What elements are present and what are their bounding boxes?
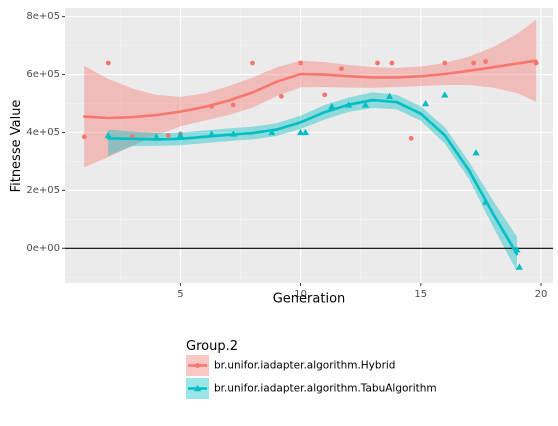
legend: Group.2 br.unifor.iadapter.algorithm.Hyb… bbox=[186, 339, 437, 399]
data-point-1 bbox=[328, 102, 336, 110]
data-point-0 bbox=[389, 60, 395, 66]
y-axis-title: Fitnesse Value bbox=[9, 100, 24, 193]
data-point-0 bbox=[105, 60, 111, 66]
smooth-lines bbox=[82, 59, 538, 256]
data-point-0 bbox=[278, 93, 284, 99]
legend-key-marker-1 bbox=[193, 384, 202, 392]
y-tick-label: 8e+05 bbox=[26, 11, 60, 22]
data-point-0 bbox=[322, 92, 328, 98]
x-tick-label: 15 bbox=[414, 289, 427, 300]
legend-title: Group.2 bbox=[186, 339, 238, 354]
legend-key-marker-0 bbox=[195, 363, 200, 368]
y-tick-label: 4e+05 bbox=[26, 127, 60, 138]
data-point-0 bbox=[442, 60, 448, 66]
data-point-0 bbox=[298, 60, 303, 66]
data-point-1 bbox=[296, 128, 305, 136]
data-point-1 bbox=[104, 131, 112, 139]
grid-minor bbox=[65, 8, 553, 283]
data-point-0 bbox=[471, 60, 477, 66]
panel-background bbox=[65, 8, 553, 283]
data-point-0 bbox=[375, 60, 380, 66]
data-point-0 bbox=[250, 60, 255, 66]
smooth-line-0 bbox=[82, 59, 538, 120]
data-point-1 bbox=[441, 91, 449, 98]
x-axis-title: Generation bbox=[273, 291, 346, 306]
data-point-0 bbox=[81, 134, 87, 140]
legend-label-0: br.unifor.iadapter.algorithm.Hybrid bbox=[214, 360, 395, 372]
smooth-line-1 bbox=[106, 98, 519, 256]
data-point-1 bbox=[472, 149, 480, 156]
data-point-0 bbox=[408, 135, 414, 141]
y-tick-label: 6e+05 bbox=[26, 69, 60, 80]
data-point-1 bbox=[152, 133, 160, 140]
x-tick-label: 20 bbox=[535, 289, 548, 300]
data-point-1 bbox=[385, 92, 394, 99]
data-point-1 bbox=[176, 131, 184, 139]
data-point-0 bbox=[230, 102, 236, 108]
data-point-1 bbox=[268, 128, 276, 136]
x-axis: 5 10 15 20 bbox=[177, 283, 547, 300]
data-point-0 bbox=[339, 66, 344, 72]
data-point-0 bbox=[165, 132, 171, 138]
x-tick-label: 10 bbox=[294, 289, 307, 300]
data-points bbox=[81, 59, 539, 270]
legend-label-1: br.unifor.iadapter.algorithm.TabuAlgorit… bbox=[214, 383, 437, 395]
data-point-1 bbox=[421, 99, 430, 107]
data-point-1 bbox=[515, 263, 523, 270]
data-point-1 bbox=[361, 101, 370, 108]
y-axis: 0e+00 2e+05 4e+05 6e+05 8e+05 bbox=[26, 11, 65, 254]
x-tick-label: 5 bbox=[177, 289, 183, 300]
data-point-1 bbox=[301, 128, 309, 136]
y-tick-label: 2e+05 bbox=[26, 185, 60, 196]
y-tick-label: 0e+00 bbox=[26, 243, 60, 254]
data-point-0 bbox=[483, 59, 489, 64]
